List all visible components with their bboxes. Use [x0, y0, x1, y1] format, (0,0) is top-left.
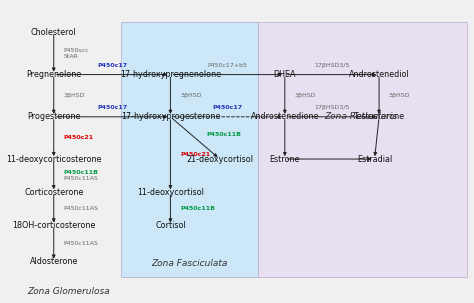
Text: 3βHSD: 3βHSD	[180, 93, 202, 98]
Text: 3βHSD: 3βHSD	[295, 93, 316, 98]
Text: P450c11B: P450c11B	[64, 169, 99, 175]
Text: Androstenedione: Androstenedione	[251, 112, 319, 121]
Text: StAR: StAR	[64, 54, 79, 59]
Text: P450c11AS: P450c11AS	[64, 241, 99, 246]
Text: P450c11B: P450c11B	[180, 206, 215, 211]
Text: P450c11B: P450c11B	[206, 132, 241, 138]
Text: Progesterone: Progesterone	[27, 112, 81, 121]
Text: 3βHSD: 3βHSD	[64, 93, 85, 98]
Text: P450scc: P450scc	[64, 48, 89, 53]
Text: 17βHSD3/5: 17βHSD3/5	[314, 105, 350, 110]
Text: 11-deoxycorticosterone: 11-deoxycorticosterone	[6, 155, 101, 164]
Text: DHEA: DHEA	[273, 70, 296, 79]
Text: Pregnenolone: Pregnenolone	[26, 70, 82, 79]
Text: Testosterone: Testosterone	[354, 112, 405, 121]
Text: P450c21: P450c21	[64, 135, 94, 140]
Text: 17βHSD3/5: 17βHSD3/5	[314, 63, 350, 68]
Text: Estrone: Estrone	[270, 155, 300, 164]
Text: 11-deoxycortisol: 11-deoxycortisol	[137, 188, 204, 197]
Text: Zona Fasciculata: Zona Fasciculata	[152, 259, 228, 268]
Bar	[258, 22, 466, 277]
Text: 3βHSD: 3βHSD	[389, 93, 410, 98]
Text: Aldosterone: Aldosterone	[29, 257, 78, 266]
Text: P450c21: P450c21	[180, 152, 210, 157]
Text: Androstenediol: Androstenediol	[349, 70, 410, 79]
Text: Cortisol: Cortisol	[155, 221, 186, 230]
Text: P450c17: P450c17	[212, 105, 243, 110]
Text: 21-deoxycortisol: 21-deoxycortisol	[186, 155, 253, 164]
Text: Zona Glomerulosa: Zona Glomerulosa	[27, 287, 109, 296]
Text: Corticosterone: Corticosterone	[24, 188, 83, 197]
Text: P450c17+b5: P450c17+b5	[208, 63, 247, 68]
Text: Cholesterol: Cholesterol	[31, 28, 76, 37]
Text: Estradial: Estradial	[357, 155, 392, 164]
Text: Zona Reticularis: Zona Reticularis	[325, 112, 398, 121]
Text: 17-hydroxyprogesterone: 17-hydroxyprogesterone	[121, 112, 220, 121]
Text: P450c11AS: P450c11AS	[64, 206, 99, 211]
Text: P450c11AS: P450c11AS	[64, 176, 99, 181]
Text: 17-hydroxypregnenolone: 17-hydroxypregnenolone	[120, 70, 221, 79]
Text: 18OH-corticosterone: 18OH-corticosterone	[12, 221, 95, 230]
Text: P450c17: P450c17	[97, 63, 127, 68]
Text: P450c17: P450c17	[97, 105, 127, 110]
Bar	[121, 22, 258, 277]
